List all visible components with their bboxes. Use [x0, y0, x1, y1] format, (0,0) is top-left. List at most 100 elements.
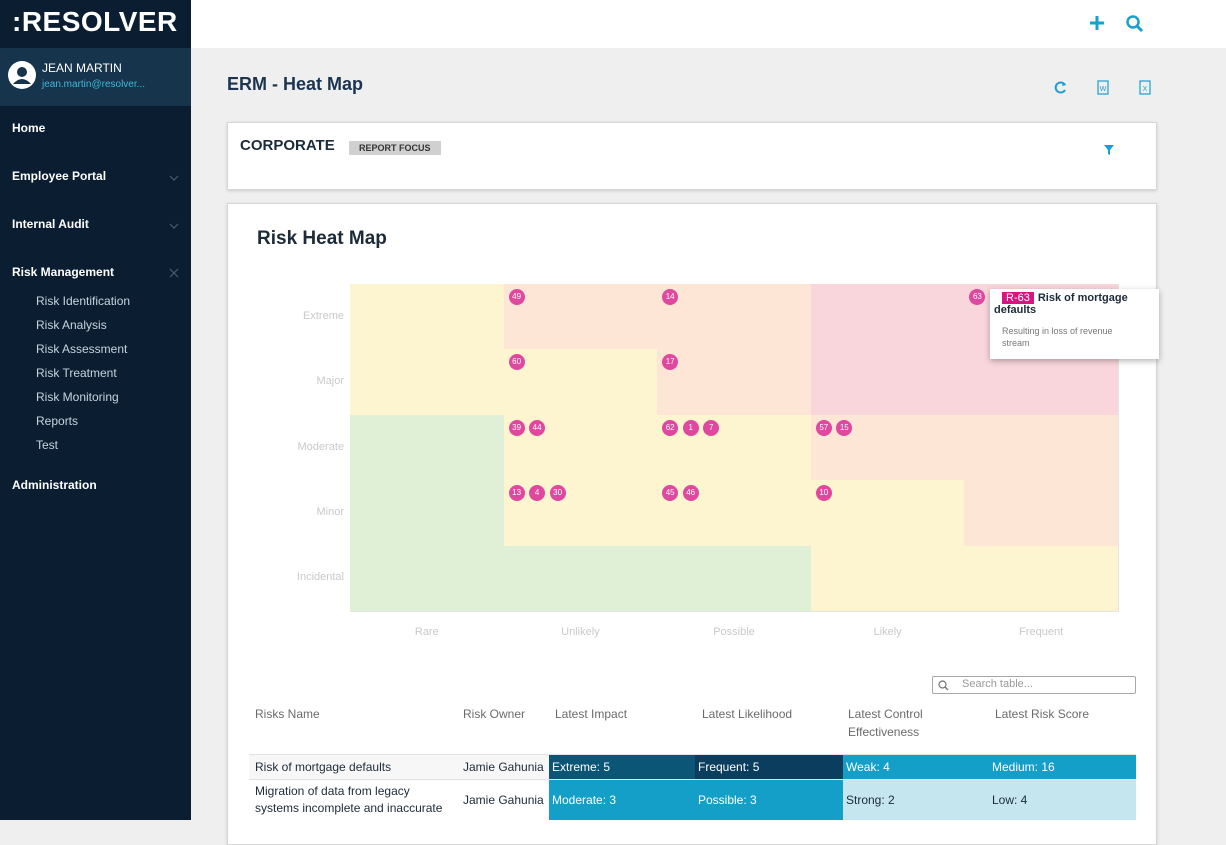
heatmap-cell [657, 545, 812, 612]
logo[interactable]: :RESOLVER [12, 6, 178, 37]
top-bar [191, 0, 1226, 48]
risk-bubble[interactable]: 57 [815, 419, 832, 436]
heatmap-cell [810, 284, 966, 351]
filter-button[interactable] [1103, 144, 1115, 156]
heatmap-cell [810, 545, 966, 612]
table-cell: Moderate: 3 [549, 779, 695, 820]
svg-text:X: X [1143, 86, 1148, 93]
sub-nav-item[interactable]: Risk Analysis [36, 318, 107, 332]
risk-tooltip: R-63 Risk of mortgage defaults Resulting i… [990, 289, 1159, 359]
sub-nav-item[interactable]: Risk Assessment [36, 342, 128, 356]
impact-label: Major [316, 375, 344, 388]
table-cell: Extreme: 5 [549, 754, 695, 779]
search-input[interactable]: Search table... [932, 676, 1136, 694]
risk-bubble[interactable]: 60 [508, 354, 525, 371]
search-placeholder: Search table... [962, 678, 1033, 690]
heatmap-cell: 60 [503, 349, 659, 416]
risk-bubble[interactable]: 46 [682, 485, 699, 502]
heatmap-cell: 57 15 [810, 414, 966, 482]
table-header[interactable]: Latest Impact [555, 707, 628, 721]
heatmap-cell [350, 349, 505, 416]
add-button[interactable] [1088, 14, 1106, 32]
heatmap-cell [503, 545, 659, 612]
table-header[interactable]: Risk Owner [463, 707, 526, 721]
nav-item[interactable]: Internal Audit [12, 217, 89, 231]
heatmap-cell: 17 [657, 349, 812, 416]
svg-text:W: W [1100, 86, 1107, 93]
likelihood-label: Rare [414, 626, 439, 638]
risk-bubble[interactable]: 44 [529, 419, 546, 436]
risk-bubble[interactable]: 62 [662, 419, 679, 436]
heatmap-cell [350, 284, 505, 351]
table-cell: Risk of mortgage defaults [249, 754, 457, 779]
nav-item[interactable]: Home [12, 121, 46, 135]
nav-item[interactable]: Employee Portal [12, 169, 107, 183]
risk-bubble[interactable]: 45 [662, 485, 679, 502]
risk-bubble[interactable]: 63 [969, 289, 986, 305]
table-cell: Low: 4 [989, 779, 1136, 820]
sub-nav-item[interactable]: Test [36, 438, 59, 452]
focus-title: CORPORATE [240, 137, 335, 154]
likelihood-label: Possible [713, 626, 755, 638]
collapse-icon[interactable] [168, 267, 180, 279]
sub-nav-item[interactable]: Risk Identification [36, 294, 131, 308]
tooltip-header: R-63 Risk of mortgage defaults [994, 292, 1154, 316]
search-button[interactable] [1125, 14, 1145, 34]
heatmap-cell [350, 480, 505, 547]
user-name: JEAN MARTIN [42, 61, 122, 75]
risk-bubble[interactable]: 39 [508, 419, 525, 436]
sub-nav-item[interactable]: Risk Treatment [36, 366, 117, 380]
table-cell: Weak: 4 [843, 754, 989, 779]
table-cell: Frequent: 5 [695, 754, 843, 779]
risk-bubble[interactable]: 10 [815, 485, 832, 502]
nav-item[interactable]: Administration [12, 478, 97, 492]
heatmap-card: Risk Heat Map Search table... Extreme 49 1… [227, 203, 1159, 845]
likelihood-label: Unlikely [561, 626, 600, 638]
heatmap-cell [964, 414, 1119, 482]
risk-bubble[interactable]: 14 [662, 289, 679, 305]
heatmap-cell [964, 480, 1119, 547]
table-cell: Migration of data from legacy systems in… [249, 779, 457, 820]
risk-bubble[interactable]: 13 [508, 485, 525, 502]
heatmap-cell [350, 545, 505, 612]
avatar [8, 61, 36, 89]
table-cell: Jamie Gahunia [457, 754, 549, 779]
risk-bubble[interactable]: 17 [662, 354, 679, 371]
heatmap-cell: 39 44 [503, 414, 659, 482]
heatmap-cell [964, 349, 1119, 416]
table-header[interactable]: Latest Control Effectiveness [848, 707, 923, 739]
risk-bubble[interactable]: 30 [549, 485, 566, 502]
risk-bubble[interactable]: 15 [836, 419, 853, 436]
focus-badge: REPORT FOCUS [349, 141, 441, 155]
tooltip-name: Risk of mortgage defaults [994, 292, 1128, 316]
tooltip-id: R-63 [1002, 292, 1034, 304]
sub-nav-item[interactable]: Reports [36, 414, 79, 428]
sidebar: :RESOLVER JEAN MARTIN jean.martin@resolv… [0, 0, 191, 820]
user-box[interactable]: JEAN MARTIN jean.martin@resolver... [0, 48, 191, 106]
table-cell: Medium: 16 [989, 754, 1136, 779]
risk-bubble[interactable]: 49 [508, 289, 525, 305]
risk-bubble[interactable]: 4 [529, 485, 546, 502]
focus-card: CORPORATE REPORT FOCUS [227, 122, 1157, 190]
page-title: ERM - Heat Map [227, 74, 364, 94]
heatmap-cell: 10 [810, 480, 966, 547]
heatmap-cell: 62 1 7 [657, 414, 812, 482]
heatmap-cell: 45 46 [657, 480, 812, 547]
sub-nav-item[interactable]: Risk Monitoring [36, 390, 119, 404]
table-header[interactable]: Risks Name [255, 707, 320, 721]
table-header[interactable]: Latest Risk Score [995, 707, 1090, 721]
table-cell: Possible: 3 [695, 779, 843, 820]
nav-item[interactable]: Risk Management [12, 265, 115, 279]
risk-bubble[interactable]: 7 [703, 419, 720, 436]
impact-label: Moderate [297, 440, 344, 453]
page-actions[interactable]: W X [1054, 80, 1154, 96]
likelihood-label: Likely [873, 626, 902, 638]
risk-bubble[interactable]: 1 [682, 419, 699, 436]
heatmap-cell: 13 4 30 [503, 480, 659, 547]
heatmap-cell: 14 [657, 284, 812, 351]
heatmap-cell [964, 545, 1119, 612]
search-icon [938, 680, 949, 691]
table-header[interactable]: Latest Likelihood [702, 707, 793, 721]
